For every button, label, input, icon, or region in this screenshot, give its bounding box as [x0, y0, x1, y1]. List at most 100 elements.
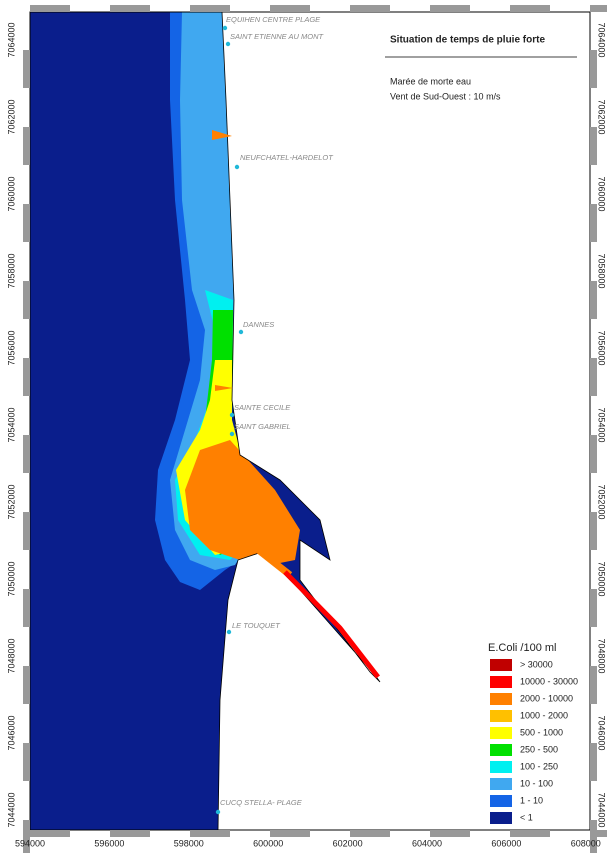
- frame-band: [23, 204, 30, 242]
- legend-label: 10 - 100: [520, 778, 553, 788]
- y-coordinate-label: 7058000: [6, 253, 16, 288]
- place-label: SAINT GABRIEL: [234, 422, 291, 431]
- frame-band: [590, 435, 597, 473]
- place-label: SAINT ETIENNE AU MONT: [230, 32, 324, 41]
- place-dot: [215, 809, 221, 815]
- legend-swatch: [490, 744, 512, 756]
- legend-swatch: [490, 676, 512, 688]
- legend-swatch: [490, 778, 512, 790]
- frame-band: [590, 127, 597, 165]
- map-title: Situation de temps de pluie forte: [390, 35, 545, 46]
- place-dot: [234, 164, 240, 170]
- y-coordinate-label: 7054000: [597, 407, 607, 442]
- place-label: DANNES: [243, 320, 274, 329]
- legend-label: > 30000: [520, 659, 553, 669]
- legend-label: 1000 - 2000: [520, 710, 568, 720]
- land: [217, 11, 591, 831]
- frame-band: [190, 5, 230, 12]
- y-coordinate-label: 7044000: [597, 792, 607, 827]
- note: Vent de Sud-Ouest : 10 m/s: [390, 91, 501, 101]
- y-coordinate-label: 7048000: [597, 638, 607, 673]
- place-dot: [222, 25, 228, 31]
- frame-band: [590, 204, 597, 242]
- legend-swatch: [490, 710, 512, 722]
- x-coordinate-label: 600000: [253, 838, 283, 848]
- legend-title: E.Coli /100 ml: [488, 642, 556, 654]
- frame-band: [590, 512, 597, 550]
- frame-band: [590, 666, 597, 704]
- place-dot: [238, 329, 244, 335]
- frame-band: [23, 127, 30, 165]
- frame-band: [270, 830, 310, 837]
- stream-plume: [212, 130, 232, 140]
- y-coordinate-label: 7046000: [597, 715, 607, 750]
- y-coordinate-label: 7056000: [6, 330, 16, 365]
- y-coordinate-label: 7052000: [6, 484, 16, 519]
- frame-band: [430, 5, 470, 12]
- frame-band: [590, 743, 597, 781]
- frame-band: [23, 281, 30, 319]
- legend-label: 10000 - 30000: [520, 676, 578, 686]
- frame-band: [590, 5, 607, 12]
- frame-band: [110, 5, 150, 12]
- y-coordinate-label: 7060000: [597, 176, 607, 211]
- frame-band: [590, 589, 597, 627]
- y-coordinate-label: 7054000: [6, 407, 16, 442]
- place-label: EQUIHEN CENTRE PLAGE: [226, 15, 321, 24]
- place-label: CUCQ STELLA- PLAGE: [220, 798, 303, 807]
- frame-band: [590, 50, 597, 88]
- plume-2000-10000: [185, 440, 300, 565]
- legend-label: 250 - 500: [520, 744, 558, 754]
- x-coordinate-label: 598000: [174, 838, 204, 848]
- frame-band: [590, 830, 607, 837]
- x-coordinate-label: 606000: [491, 838, 521, 848]
- stream-plume: [215, 385, 233, 391]
- frame-band: [350, 5, 390, 12]
- y-coordinate-label: 7044000: [6, 792, 16, 827]
- frame-band: [430, 830, 470, 837]
- frame-band: [350, 830, 390, 837]
- legend-label: 500 - 1000: [520, 727, 563, 737]
- place-label: NEUFCHATEL-HARDELOT: [240, 153, 334, 162]
- legend-label: 1 - 10: [520, 795, 543, 805]
- frame-band: [23, 512, 30, 550]
- legend-swatch: [490, 693, 512, 705]
- frame-band: [23, 743, 30, 781]
- frame-band: [23, 50, 30, 88]
- legend-label: < 1: [520, 812, 533, 822]
- y-coordinate-label: 7056000: [597, 330, 607, 365]
- legend-swatch: [490, 761, 512, 773]
- frame-band: [590, 281, 597, 319]
- legend-swatch: [490, 659, 512, 671]
- frame-band: [270, 5, 310, 12]
- y-coordinate-label: 7064000: [6, 22, 16, 57]
- legend-swatch: [490, 812, 512, 824]
- frame-band: [23, 666, 30, 704]
- estuary-plume: [249, 542, 293, 578]
- frame-band: [23, 435, 30, 473]
- y-coordinate-label: 7062000: [597, 99, 607, 134]
- frame-band: [30, 5, 70, 12]
- x-coordinate-label: 596000: [94, 838, 124, 848]
- legend-swatch: [490, 795, 512, 807]
- x-coordinate-label: 602000: [333, 838, 363, 848]
- legend-label: 2000 - 10000: [520, 693, 573, 703]
- frame-band: [23, 589, 30, 627]
- frame-band: [30, 830, 70, 837]
- place-dot: [229, 412, 235, 418]
- place-dot: [225, 41, 231, 47]
- y-coordinate-label: 7050000: [597, 561, 607, 596]
- legend-label: 100 - 250: [520, 761, 558, 771]
- estuary-plume: [283, 570, 380, 679]
- place-label: SAINTE CECILE: [234, 403, 291, 412]
- frame-band: [110, 830, 150, 837]
- y-coordinate-label: 7062000: [6, 99, 16, 134]
- legend-swatch: [490, 727, 512, 739]
- frame-band: [510, 5, 550, 12]
- place-dot: [229, 431, 235, 437]
- y-coordinate-label: 7052000: [597, 484, 607, 519]
- y-coordinate-label: 7050000: [6, 561, 16, 596]
- x-coordinate-label: 594000: [15, 838, 45, 848]
- frame-band: [590, 358, 597, 396]
